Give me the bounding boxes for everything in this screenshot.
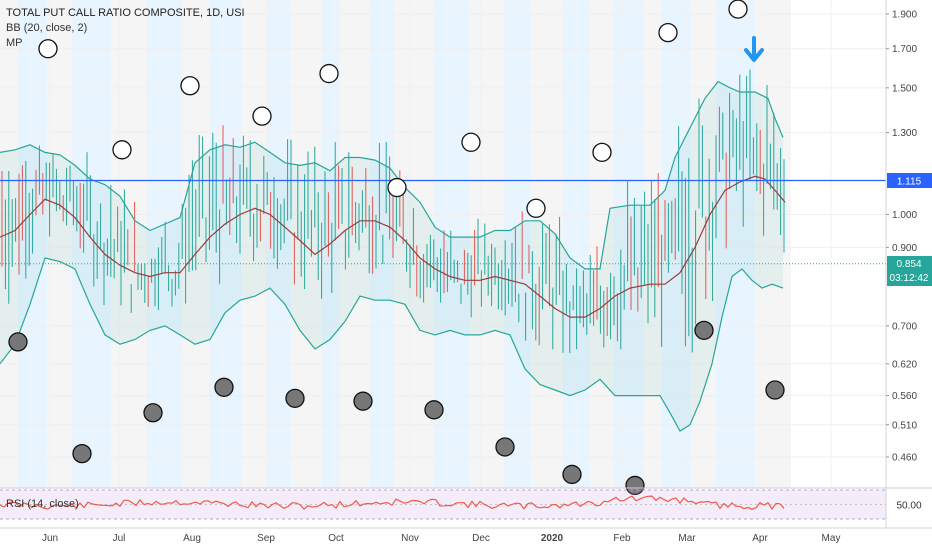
time-tick-label: Apr xyxy=(752,533,768,544)
rsi-value-badge xyxy=(887,498,932,512)
mp-circle-hollow xyxy=(319,63,339,84)
rsi-pane: 50.00 xyxy=(0,487,932,520)
rsi-indicator-label[interactable]: RSI (14, close) xyxy=(6,498,79,510)
bb-basis-line xyxy=(0,175,786,318)
mp-circle-filled xyxy=(143,403,163,423)
last-value-badge-price: 0.854 xyxy=(896,259,921,270)
session-stripe xyxy=(716,0,755,488)
price-tick-label: 1.000 xyxy=(892,210,917,221)
time-axis-ticks: Jun Jul Aug Sep Oct Nov Dec 2020 Feb Mar Apr May xyxy=(42,533,841,544)
time-tick-label: Dec xyxy=(472,533,490,544)
session-stripe xyxy=(755,0,791,488)
mp-circle-filled xyxy=(694,320,714,341)
session-stripe xyxy=(209,0,241,488)
symbol-title[interactable]: TOTAL PUT CALL RATIO COMPOSITE, 1D, USI xyxy=(6,7,245,19)
price-tick-label: 0.560 xyxy=(892,391,917,402)
bar-countdown: 03:12:42 xyxy=(890,273,929,284)
time-tick-label: Mar xyxy=(678,533,696,544)
mp-circle-filled xyxy=(495,437,515,457)
mp-circle-hollow xyxy=(592,142,612,163)
price-axis-ticks: 1.900 1.700 1.500 1.300 1.000 0.900 0.700 0.620… xyxy=(886,10,917,464)
bb-lower-line xyxy=(0,257,784,432)
session-stripe xyxy=(589,0,613,488)
session-stripe xyxy=(563,0,589,488)
mp-circle-hollow xyxy=(526,198,546,218)
mp-circle-hollow xyxy=(461,132,481,152)
mp-circle-filled xyxy=(214,377,234,397)
hline-badge xyxy=(887,173,932,188)
mp-circles xyxy=(8,0,785,496)
session-stripe xyxy=(613,0,644,488)
mp-circle-hollow xyxy=(387,177,407,198)
mp-circle-hollow xyxy=(728,0,748,19)
mp-circle-filled xyxy=(285,388,305,409)
time-tick-label: May xyxy=(822,533,841,544)
bb-indicator-label[interactable]: BB (20, close, 2) xyxy=(6,22,88,34)
price-tick-label: 0.700 xyxy=(892,321,917,332)
price-tick-label: 0.460 xyxy=(892,453,917,464)
hline-badge-value: 1.115 xyxy=(897,177,922,188)
mp-circle-filled xyxy=(8,332,28,352)
session-stripe xyxy=(531,0,563,488)
session-stripe xyxy=(644,0,662,488)
mp-circle-hollow xyxy=(658,22,678,43)
time-tick-label: 2020 xyxy=(541,533,564,544)
arrow-shape xyxy=(744,36,764,62)
time-tick-label: Jul xyxy=(113,533,126,544)
chart-gridlines xyxy=(0,0,886,488)
time-tick-label: Nov xyxy=(401,533,419,544)
time-tick-label: Oct xyxy=(328,533,344,544)
price-tick-label: 0.510 xyxy=(892,420,917,431)
chart-legend: TOTAL PUT CALL RATIO COMPOSITE, 1D, USI … xyxy=(6,6,245,51)
price-tick-label: 0.620 xyxy=(892,359,917,370)
mp-circle-hollow xyxy=(38,39,58,59)
rsi-line xyxy=(0,495,785,511)
mp-circle-hollow xyxy=(252,106,272,126)
price-axis[interactable] xyxy=(886,0,932,485)
time-tick-label: Jun xyxy=(42,533,58,544)
time-tick-label: Aug xyxy=(183,533,201,544)
mp-circle-filled xyxy=(424,400,444,420)
price-tick-label: 1.900 xyxy=(892,10,917,21)
price-tick-label: 1.500 xyxy=(892,83,917,94)
price-tick-label: 0.900 xyxy=(892,243,917,254)
last-value-badge xyxy=(887,256,932,286)
session-stripe xyxy=(504,0,531,488)
mp-circle-filled xyxy=(353,391,373,411)
mp-indicator-label[interactable]: MP xyxy=(6,37,23,49)
price-tick-label: 1.300 xyxy=(892,128,917,139)
down-arrow-icon xyxy=(744,36,764,62)
rsi-value: 50.00 xyxy=(896,501,921,512)
session-stripe xyxy=(369,0,394,488)
session-stripe xyxy=(47,0,72,488)
session-stripe xyxy=(111,0,147,488)
mp-circle-hollow xyxy=(112,140,132,160)
mp-circle-hollow xyxy=(180,76,200,96)
time-tick-label: Feb xyxy=(613,533,631,544)
mp-circle-filled xyxy=(72,443,92,464)
chart-background xyxy=(0,0,791,488)
mp-circle-filled xyxy=(765,380,785,400)
mp-circle-filled xyxy=(562,464,582,485)
price-tick-label: 1.700 xyxy=(892,44,917,55)
time-tick-label: Sep xyxy=(257,533,275,544)
